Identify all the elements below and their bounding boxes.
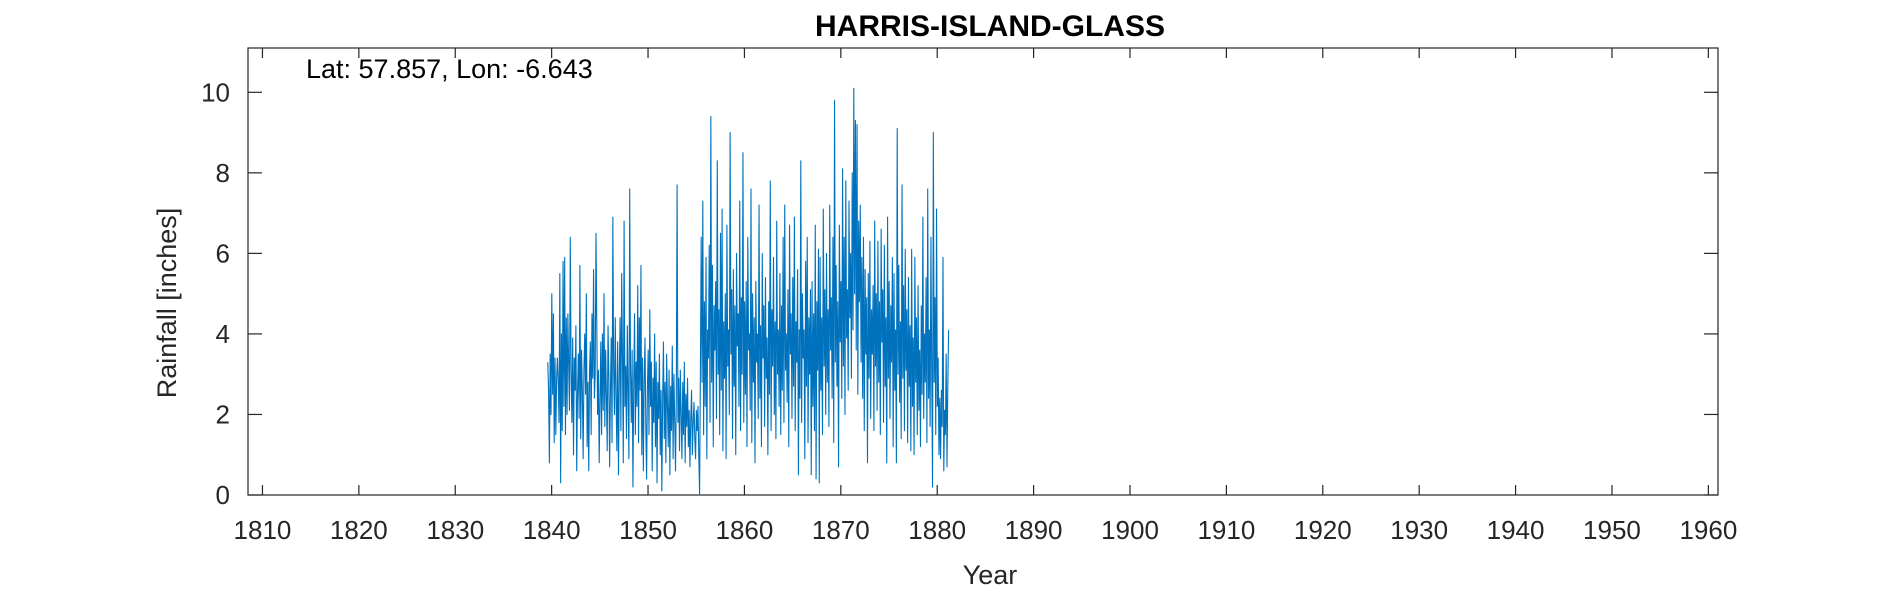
location-annotation: Lat: 57.857, Lon: -6.643 [306, 54, 593, 84]
x-tick-label: 1900 [1101, 515, 1159, 545]
x-tick-label: 1960 [1679, 515, 1737, 545]
x-tick-label: 1830 [426, 515, 484, 545]
y-tick-label: 2 [216, 399, 230, 429]
rainfall-series-line [547, 87, 950, 496]
chart-title: HARRIS-ISLAND-GLASS [815, 10, 1165, 43]
x-tick-label: 1870 [812, 515, 870, 545]
x-tick-label: 1850 [619, 515, 677, 545]
x-tick-label: 1860 [716, 515, 774, 545]
x-axis-label: Year [963, 560, 1018, 590]
x-tick-label: 1950 [1583, 515, 1641, 545]
series-layer [547, 87, 950, 496]
x-tick-label: 1930 [1390, 515, 1448, 545]
x-axis: 1810 1820 1830 1840 1850 1860 1870 1880 1890 1900… [234, 48, 1737, 545]
y-tick-label: 8 [216, 158, 230, 188]
x-tick-label: 1810 [234, 515, 292, 545]
x-tick-label: 1910 [1197, 515, 1255, 545]
x-tick-label: 1920 [1294, 515, 1352, 545]
y-axis-label: Rainfall [inches] [152, 208, 182, 399]
y-tick-label: 10 [201, 77, 230, 107]
x-tick-label: 1940 [1487, 515, 1545, 545]
y-axis: 0 2 4 6 8 10 [201, 77, 1718, 510]
x-tick-label: 1840 [523, 515, 581, 545]
x-tick-label: 1820 [330, 515, 388, 545]
y-tick-label: 6 [216, 238, 230, 268]
y-tick-label: 4 [216, 319, 230, 349]
plot-area-border [247, 47, 1719, 496]
x-tick-label: 1880 [908, 515, 966, 545]
axes-frame [247, 47, 1719, 496]
y-tick-label: 0 [216, 480, 230, 510]
x-tick-label: 1890 [1005, 515, 1063, 545]
